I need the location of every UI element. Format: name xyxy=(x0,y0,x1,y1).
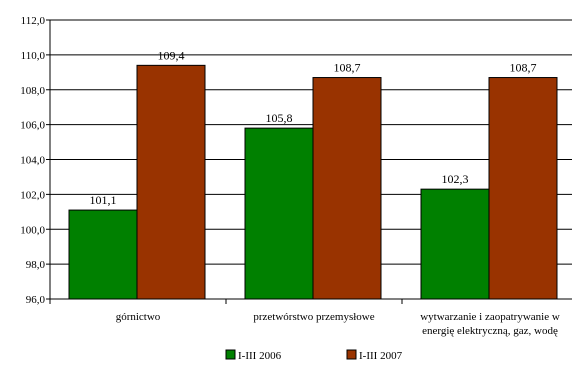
bar xyxy=(136,64,206,300)
legend-item: I-III 2006 xyxy=(225,349,282,362)
legend: I-III 2006 I-III 2007 xyxy=(225,349,403,362)
value-label: 108,7 xyxy=(334,61,361,75)
bar xyxy=(244,127,314,300)
bar xyxy=(420,188,490,300)
bar xyxy=(68,209,138,300)
bars xyxy=(68,64,558,300)
y-tick-label: 102,0 xyxy=(20,189,45,201)
y-tick-label: 98,0 xyxy=(26,259,46,271)
legend-label: I-III 2006 xyxy=(238,350,282,362)
x-category-label: przetwórstwo przemysłowe xyxy=(253,311,374,323)
value-label: 101,1 xyxy=(90,193,117,207)
y-tick-label: 108,0 xyxy=(20,85,45,97)
legend-swatch xyxy=(225,349,236,360)
bar xyxy=(488,77,558,300)
y-tick-label: 110,0 xyxy=(21,50,46,62)
value-label: 105,8 xyxy=(266,111,293,125)
y-tick-label: 106,0 xyxy=(20,120,45,132)
y-tick-label: 112,0 xyxy=(21,15,46,27)
x-category-label: górnictwo xyxy=(116,311,161,323)
axes xyxy=(46,19,572,304)
value-label: 108,7 xyxy=(510,61,537,75)
bar xyxy=(312,77,382,300)
value-label: 109,4 xyxy=(158,48,185,62)
y-tick-label: 100,0 xyxy=(20,224,45,236)
legend-item: I-III 2007 xyxy=(346,349,403,362)
value-labels: 101,1 105,8 102,3 109,4 108,7 108,7 xyxy=(90,48,537,207)
y-tick-label: 96,0 xyxy=(26,294,46,306)
x-axis-category-labels: górnictwo przetwórstwo przemysłowe wytwarz… xyxy=(116,311,560,337)
y-tick-label: 104,0 xyxy=(20,155,45,167)
y-axis-tick-labels: 96,0 98,0 100,0 102,0 104,0 106,0 108,0 110,0 11… xyxy=(20,15,45,306)
x-category-label: energię elektryczną, gaz, wodę xyxy=(422,325,558,337)
legend-label: I-III 2007 xyxy=(359,350,403,362)
x-category-label: wytwarzanie i zaopatrywanie w xyxy=(420,311,560,323)
legend-swatch xyxy=(346,349,357,360)
value-label: 102,3 xyxy=(442,172,469,186)
